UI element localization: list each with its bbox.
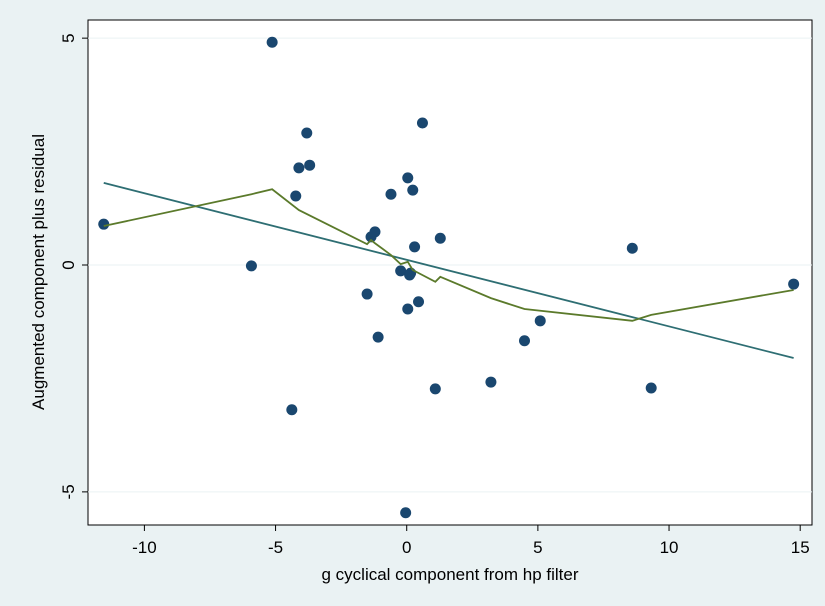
point <box>413 296 425 308</box>
x-tick-label: -10 <box>132 538 157 557</box>
y-axis-title: Augmented component plus residual <box>29 134 48 410</box>
point <box>626 242 638 254</box>
point <box>286 404 298 416</box>
x-tick-label: 10 <box>660 538 679 557</box>
point <box>290 190 302 202</box>
point <box>98 218 110 230</box>
point <box>788 278 800 290</box>
x-tick-label: -5 <box>268 538 283 557</box>
point <box>361 288 373 300</box>
point <box>372 331 384 343</box>
y-tick-label: 5 <box>59 33 78 42</box>
point <box>534 315 546 327</box>
point <box>293 162 305 174</box>
point <box>266 36 278 48</box>
x-tick-label: 15 <box>791 538 810 557</box>
point <box>429 383 441 395</box>
point <box>304 159 316 171</box>
x-tick-label: 0 <box>402 538 411 557</box>
point <box>434 232 446 244</box>
point <box>385 188 397 200</box>
point <box>301 127 313 139</box>
x-tick-label: 5 <box>533 538 542 557</box>
point <box>400 507 412 519</box>
point <box>485 376 497 388</box>
y-tick-label: 0 <box>59 260 78 269</box>
point <box>518 335 530 347</box>
line <box>103 188 794 322</box>
point <box>645 382 657 394</box>
point <box>369 226 381 238</box>
point <box>405 267 417 279</box>
point <box>402 303 414 315</box>
point <box>402 172 414 184</box>
point <box>245 260 257 272</box>
line <box>103 182 794 359</box>
point <box>407 184 419 196</box>
y-tick-label: -5 <box>59 484 78 499</box>
plot-area <box>87 19 813 526</box>
point <box>395 265 407 277</box>
x-axis-title: g cyclical component from hp filter <box>322 565 579 584</box>
point <box>416 117 428 129</box>
point <box>409 241 421 253</box>
